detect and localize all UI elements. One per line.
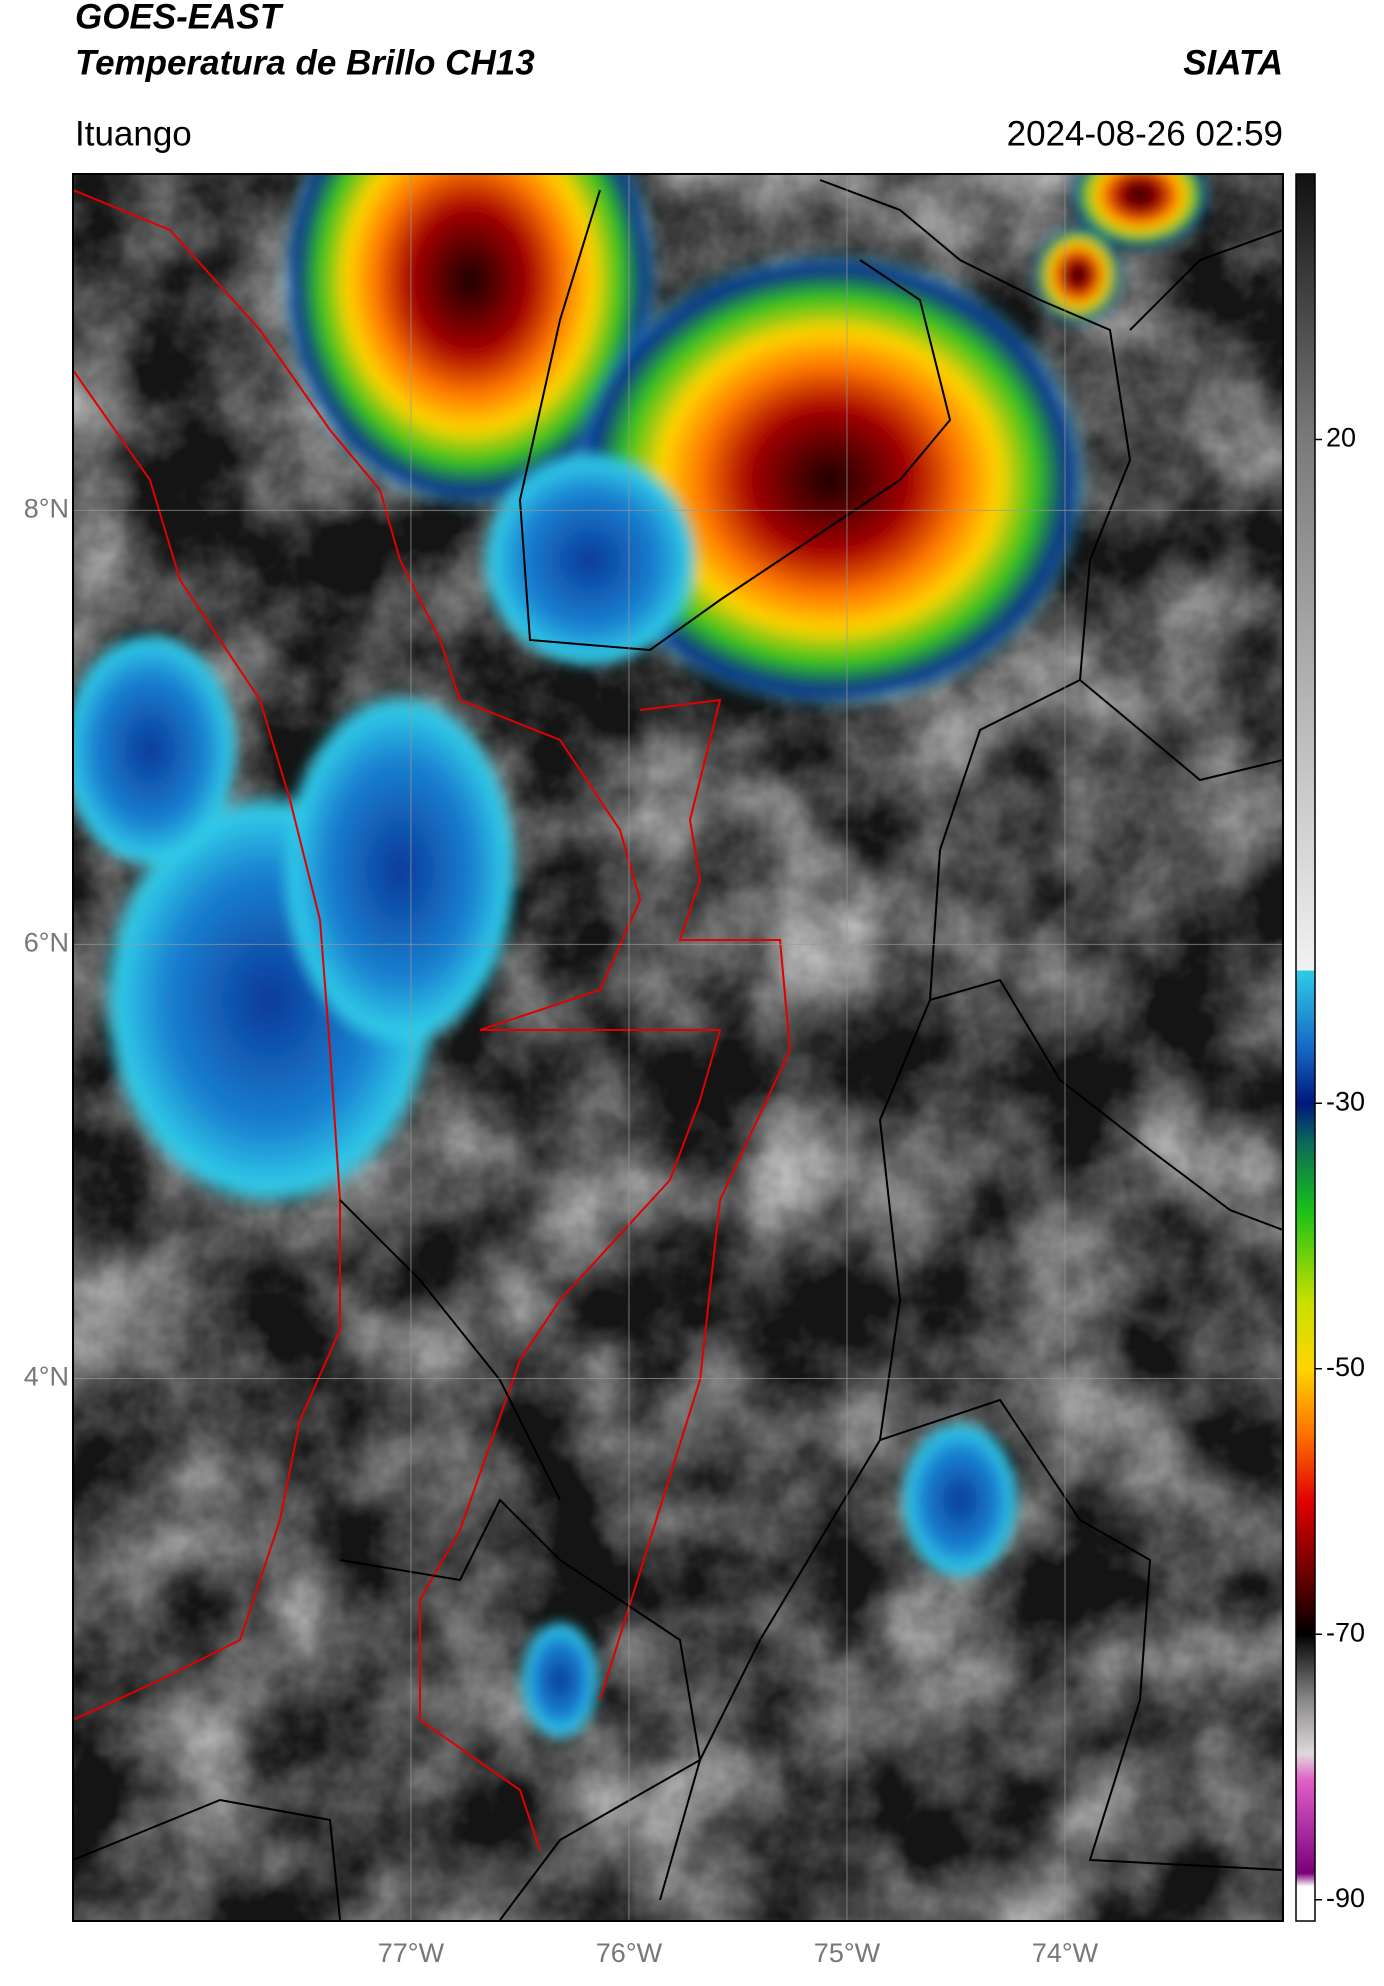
subtitle: Temperatura de Brillo CH13 xyxy=(75,43,535,82)
lat-label: 6°N xyxy=(24,928,69,958)
title: GOES-EAST xyxy=(75,0,284,36)
satellite-image xyxy=(73,174,1283,1921)
colorbar-tick-label: -70 xyxy=(1326,1617,1365,1647)
red-borders xyxy=(73,189,792,1851)
lon-label: 74°W xyxy=(1032,1938,1099,1968)
lon-label: 75°W xyxy=(814,1938,881,1968)
brand: SIATA xyxy=(1183,43,1283,82)
lat-label: 4°N xyxy=(24,1362,69,1392)
black-borders xyxy=(73,179,1283,1921)
colorbar-tick-label: 20 xyxy=(1326,423,1356,453)
colorbar xyxy=(1295,173,1316,1922)
lon-label: 76°W xyxy=(596,1938,663,1968)
graticule xyxy=(73,174,1283,1921)
lat-label: 8°N xyxy=(24,494,69,524)
colorbar-tick-label: -30 xyxy=(1326,1086,1365,1116)
region: Ituango xyxy=(75,114,192,153)
colorbar-tick-label: -90 xyxy=(1326,1883,1365,1913)
lon-label: 77°W xyxy=(378,1938,445,1968)
map-frame xyxy=(72,173,1284,1922)
timestamp: 2024-08-26 02:59 xyxy=(1007,114,1283,153)
cold-clouds xyxy=(73,174,1210,1740)
colorbar-tick-label: -50 xyxy=(1326,1352,1365,1382)
